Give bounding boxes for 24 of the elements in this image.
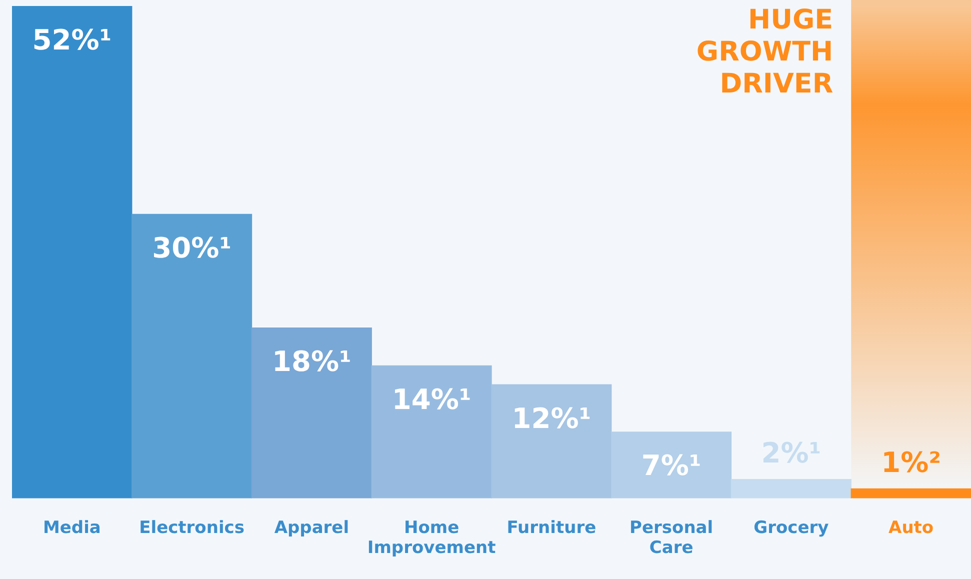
bar [850,488,971,498]
x-tick-label: Home Improvement [367,518,496,558]
data-label: 14%¹ [392,382,472,416]
band-label: HUGE GROWTH DRIVER [696,4,834,100]
bar [132,214,252,498]
bar [491,384,612,498]
data-label: 30%¹ [152,232,232,265]
x-tick-label: Media [42,518,101,538]
bar [611,432,732,498]
x-tick-label: Electronics [139,518,244,538]
bar [730,478,852,498]
bar [251,327,372,498]
data-label: 18%¹ [272,345,352,378]
x-tick-label: Grocery [754,518,829,538]
bar [371,365,492,498]
x-tick-label: Furniture [506,518,596,538]
data-label: 7%¹ [641,449,702,482]
data-label: 12%¹ [512,402,592,435]
x-tick-label: Auto [888,518,934,538]
data-label: 52%¹ [32,23,112,56]
x-tick-label: Personal Care [630,518,714,558]
bar [12,6,132,498]
x-tick-label: Apparel [274,518,350,538]
data-label: 1%² [881,446,941,480]
